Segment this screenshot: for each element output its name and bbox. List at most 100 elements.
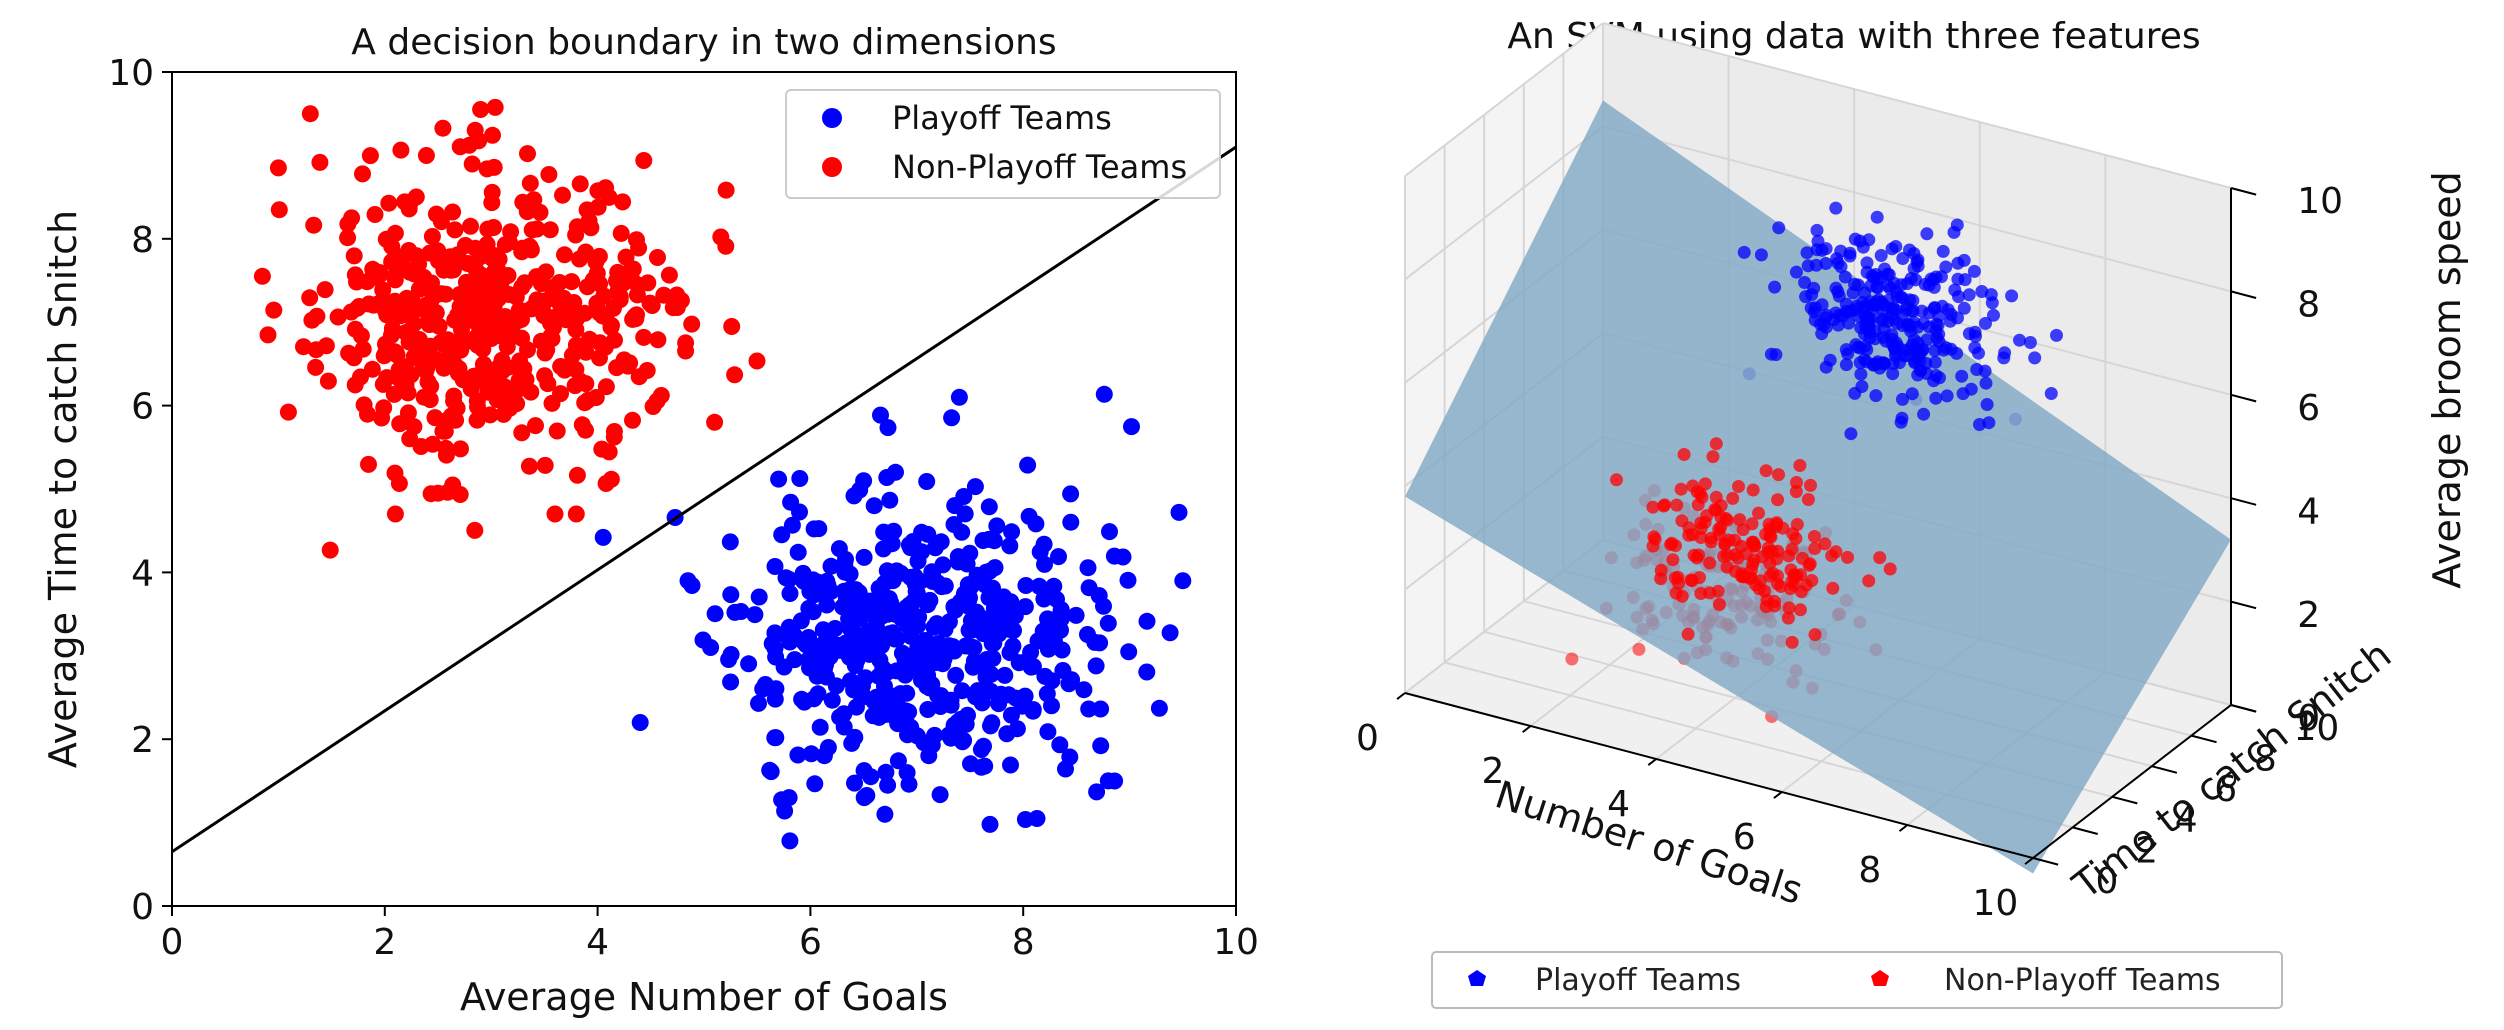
playoff-point-3d [1842,316,1856,330]
non-playoff-point-3d [1784,563,1798,577]
playoff-point [945,598,963,616]
non-playoff-point [457,333,475,351]
non-playoff-point-3d [1668,571,1682,585]
playoff-point [726,603,744,621]
non-playoff-point-3d [1772,468,1785,482]
non-playoff-point [366,206,384,223]
playoff-point [983,714,1001,732]
playoff-point-3d [1939,260,1953,274]
non-playoff-point [605,423,623,440]
playoff-point-3d [1810,243,1824,257]
x-tick-mark-3d [1773,791,1783,799]
non-playoff-point [523,221,541,239]
playoff-point [902,718,920,736]
chart-title: A decision boundary in two dimensions [351,22,1056,63]
non-playoff-point-3d [1826,581,1840,595]
non-playoff-point [500,286,518,303]
playoff-point [631,714,649,731]
playoff-point [887,463,904,481]
playoff-point-3d [1894,415,1908,429]
non-playoff-point-3d [1685,574,1699,588]
y-axis-label: Average Time to catch Snitch [41,210,85,768]
playoff-point [855,472,873,490]
z-tick-label-3d: 0 [2297,698,2320,739]
playoff-point [881,491,899,509]
playoff-point-3d [1861,314,1875,327]
playoff-point-3d [1804,301,1818,315]
playoff-point [936,643,954,661]
playoff-point-3d [1952,290,1965,304]
z-tick-mark-3d [2230,393,2257,403]
non-playoff-point [531,203,549,221]
non-playoff-point [567,505,585,523]
playoff-point-3d [1896,252,1910,265]
non-playoff-point [399,404,417,422]
playoff-point [956,505,974,523]
y-tick-label: 4 [131,553,154,594]
non-playoff-point [423,228,441,245]
non-playoff-point [449,246,467,264]
playoff-point [931,786,949,804]
playoff-point [1092,737,1110,755]
playoff-point-3d [1871,355,1885,369]
non-playoff-point [439,331,457,349]
non-playoff-point [615,351,633,369]
playoff-point [1099,614,1117,632]
axis-line [1404,692,2034,859]
playoff-point [1039,640,1057,658]
non-playoff-point-3d [1786,527,1800,541]
playoff-point [1150,699,1168,717]
playoff-point [766,624,784,642]
playoff-point [932,533,950,551]
non-playoff-point [429,484,447,502]
playoff-point-3d [1838,270,1852,284]
non-playoff-point [546,505,564,523]
playoff-point [884,624,902,642]
z-tick-mark-3d [2230,704,2257,713]
non-playoff-point-3d [1862,574,1876,588]
non-playoff-point [643,297,661,314]
non-playoff-point-3d [1728,533,1742,547]
playoff-point-3d [1808,313,1822,327]
non-playoff-point [377,343,395,361]
x-tick-label: 6 [799,922,822,963]
playoff-point [1080,700,1098,718]
playoff-point [773,526,791,544]
non-playoff-point [363,360,381,378]
playoff-point-3d [1967,264,1981,278]
non-playoff-point [444,203,462,221]
non-playoff-point [295,338,312,356]
x-tick-label-3d: 8 [1858,850,1881,891]
x-tick-label: 10 [1213,922,1259,963]
playoff-point-3d [1809,258,1823,272]
non-playoff-point-3d [1698,477,1712,491]
non-playoff-point-3d [1691,498,1705,512]
non-playoff-point [505,326,523,344]
playoff-point [936,577,954,595]
playoff-point-3d [1827,313,1841,326]
playoff-point [679,572,697,590]
playoff-point [823,691,841,709]
non-playoff-point-3d [1808,628,1822,642]
playoff-point [846,774,863,792]
playoff-point-3d [1955,369,1969,383]
non-playoff-point [528,291,546,309]
playoff-point [762,763,780,781]
playoff-point [1161,624,1179,642]
playoff-point [809,573,827,591]
non-playoff-point [563,273,581,291]
playoff-point [988,517,1006,535]
legend-marker-non-playoff-3d [1871,970,1889,986]
playoff-point-3d [1810,223,1824,237]
playoff-point [860,645,878,663]
playoff-point-3d [1936,244,1950,258]
playoff-point-3d [1928,301,1942,314]
playoff-point-3d [1769,348,1783,362]
non-playoff-point [279,403,297,421]
non-playoff-point [451,486,469,503]
playoff-point [1039,723,1057,741]
non-playoff-point [536,367,554,385]
playoff-point [1054,662,1072,679]
playoff-point-3d [1886,367,1900,381]
non-playoff-point [589,182,607,200]
